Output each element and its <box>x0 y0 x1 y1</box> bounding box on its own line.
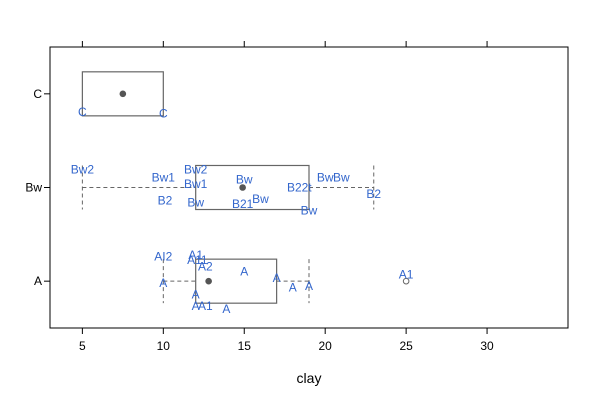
outlier-a-0 <box>402 277 410 285</box>
median-dot-bw <box>239 184 246 191</box>
point-label-22: Bw <box>252 192 269 206</box>
y-tick-label-Bw: Bw <box>25 181 42 195</box>
x-tick-label-30: 30 <box>480 339 494 353</box>
point-label-3: A11 <box>187 253 208 267</box>
point-label-16: B2 <box>158 194 173 208</box>
median-dot-c <box>119 90 127 98</box>
y-tick-label-A: A <box>34 274 42 288</box>
point-label-12: A <box>305 279 313 293</box>
point-label-5: A <box>192 287 200 301</box>
x-axis-title: clay <box>297 370 322 386</box>
point-label-10: A <box>273 271 281 285</box>
point-label-13: A1 <box>399 268 414 282</box>
axis-ticks: 5 10 15 20 25 30 A Bw C <box>25 41 494 353</box>
box-a <box>195 258 278 304</box>
point-label-7: A1 <box>198 299 213 313</box>
point-label-25: Bw <box>317 171 334 185</box>
point-label-8: A <box>222 302 230 316</box>
point-label-23: B22t <box>287 181 312 195</box>
point-label-18: Bw1 <box>184 177 208 191</box>
point-label-19: Bw <box>187 195 204 209</box>
point-label-26: Bw <box>333 171 350 185</box>
point-label-29: C <box>159 107 168 121</box>
x-tick-label-25: 25 <box>399 339 413 353</box>
y-tick-label-C: C <box>33 87 42 101</box>
point-label-1: A <box>159 276 167 290</box>
point-label-11: A <box>289 281 297 295</box>
point-label-20: Bw <box>236 172 253 186</box>
point-label-14: Bw2 <box>71 162 95 176</box>
point-label-2: A1 <box>188 248 203 262</box>
x-tick-label-15: 15 <box>238 339 252 353</box>
x-tick-label-10: 10 <box>157 339 171 353</box>
point-label-17: Bw2 <box>184 162 208 176</box>
point-label-15: Bw1 <box>152 171 176 185</box>
point-label-21: B21 <box>232 197 254 211</box>
point-label-0: AI2 <box>154 250 172 264</box>
median-dot-a <box>205 277 212 285</box>
point-label-4: A2 <box>198 259 213 273</box>
point-label-9: A <box>240 264 248 278</box>
box-group <box>81 71 410 304</box>
x-tick-label-5: 5 <box>79 339 86 353</box>
point-label-27: B2 <box>366 187 381 201</box>
point-label-6: A <box>192 299 200 313</box>
x-tick-label-20: 20 <box>319 339 333 353</box>
box-c <box>81 71 164 117</box>
point-label-24: Bw <box>301 203 318 217</box>
point-label-28: C <box>78 105 87 119</box>
box-bw <box>195 164 310 211</box>
